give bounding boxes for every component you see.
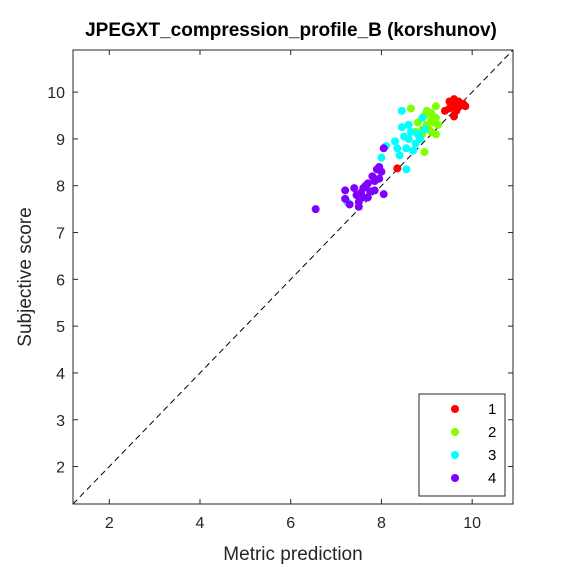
plot-frame [72,49,514,505]
data-point [391,137,400,146]
axis-ticks-layer: 2 4 6 8 10 2 3 4 5 6 7 8 9 10 [47,50,513,532]
legend-marker [451,428,459,436]
y-tick-label: 5 [56,319,65,336]
series-4 [311,144,388,214]
data-point [411,139,420,148]
legend-label: 1 [488,401,496,418]
data-point [354,202,363,211]
data-point [379,144,388,153]
data-point [379,190,388,199]
data-points-layer [311,95,470,214]
legend-marker [451,474,459,482]
data-point [350,184,359,193]
data-point [341,194,350,203]
y-tick-label: 7 [56,226,65,243]
data-point [402,144,411,153]
data-point [409,146,418,155]
data-point [461,102,470,111]
data-point [445,97,454,106]
y-tick-label: 4 [56,366,65,383]
data-point [402,165,411,174]
data-point [397,123,406,132]
x-tick-label: 10 [463,515,481,532]
data-point [363,193,372,202]
data-point [345,200,354,209]
data-point [377,167,386,176]
data-point [420,125,429,134]
legend-marker [451,405,459,413]
series-3 [343,106,429,207]
legend: 1 2 3 4 [418,393,506,497]
data-point [434,120,443,129]
data-point [454,103,463,112]
data-point [397,106,406,115]
y-tick-label: 8 [56,179,65,196]
data-point [393,164,402,173]
series-1 [393,95,470,173]
y-tick-label: 10 [47,85,65,102]
y-tick-label: 9 [56,132,65,149]
x-tick-label: 2 [105,515,114,532]
data-point [431,102,440,111]
data-point [311,205,320,214]
data-point [375,174,384,183]
y-axis-label: Subjective score [15,207,36,346]
data-point [418,113,427,122]
data-point [341,186,350,195]
legend-box [418,393,506,497]
data-point [393,144,402,153]
x-tick-label: 4 [196,515,205,532]
x-axis-label: Metric prediction [223,544,362,565]
legend-label: 4 [488,470,496,487]
reference-line [72,49,514,505]
x-tick-label: 8 [377,515,386,532]
reference-line-layer [72,49,514,505]
data-point [450,112,459,121]
y-tick-label: 2 [56,460,65,477]
legend-marker [451,451,459,459]
y-tick-label: 6 [56,272,65,289]
data-point [427,109,436,118]
legend-label: 3 [488,447,496,464]
y-tick-label: 3 [56,413,65,430]
data-point [370,186,379,195]
data-point [359,184,368,193]
data-point [431,130,440,139]
data-point [406,104,415,113]
data-point [420,148,429,157]
data-point [406,127,415,136]
data-point [395,151,404,160]
legend-label: 2 [488,424,496,441]
chart-title: JPEGXT_compression_profile_B (korshunov) [85,20,497,41]
data-point [404,120,413,129]
x-tick-label: 6 [286,515,295,532]
data-point [404,134,413,143]
data-point [377,153,386,162]
